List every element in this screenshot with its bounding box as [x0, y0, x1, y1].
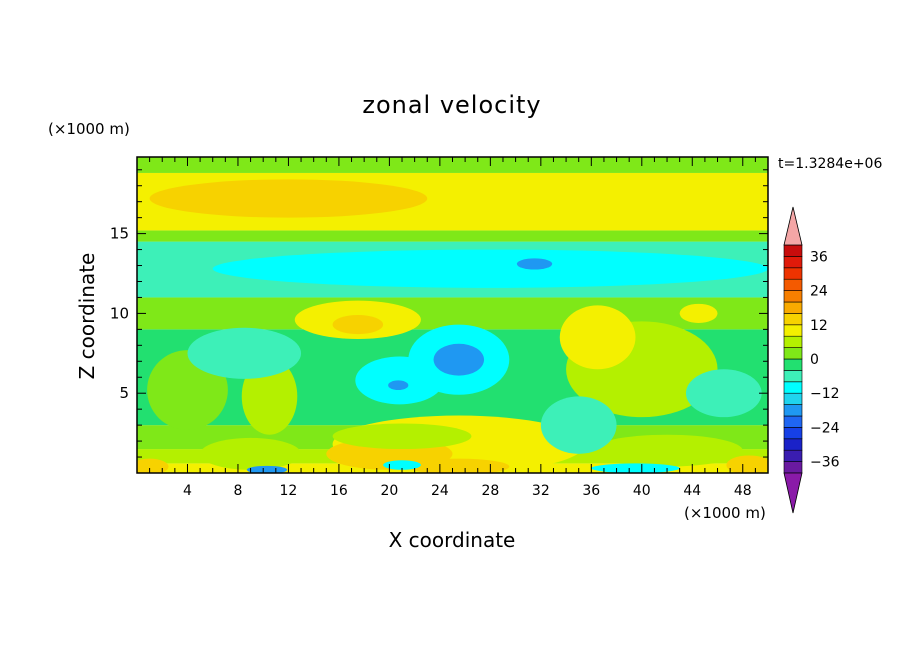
x-tick-label: 48 — [734, 483, 752, 499]
field-blob-4 — [591, 434, 743, 467]
colorbar-swatch — [783, 313, 803, 326]
colorbar-tick-label: −36 — [810, 455, 840, 471]
y-tick-label: 10 — [110, 304, 129, 322]
colorbar-swatch — [783, 244, 803, 257]
y-axis-unit: (×1000 m) — [48, 120, 130, 138]
field-blob-15 — [559, 305, 636, 370]
colorbar-swatch — [783, 347, 803, 360]
field-blob-9 — [516, 258, 553, 270]
colorbar-swatch — [783, 370, 803, 383]
field-blob-22 — [685, 369, 762, 418]
field-blob-17 — [332, 315, 384, 335]
x-axis-ticks: 4 8 12 16 20 24 28 32 36 40 44 48 — [149, 157, 756, 499]
colorbar-swatch — [783, 404, 803, 417]
colorbar-swatch — [783, 427, 803, 440]
x-tick-label: 16 — [330, 483, 348, 499]
colorbar-tick-label: 0 — [810, 352, 819, 368]
field-blob-6 — [383, 460, 421, 470]
field-blob-3 — [200, 437, 302, 470]
colorbar-over-arrow — [783, 206, 803, 246]
field-blob-28 — [679, 303, 718, 323]
colorbar-tick-label: 36 — [810, 249, 828, 265]
field-blob-24 — [149, 179, 428, 218]
colorbar-swatch — [783, 461, 803, 474]
x-tick-label: 12 — [280, 483, 298, 499]
y-axis-ticks: 5 10 15 — [110, 169, 768, 458]
x-axis-label: X coordinate — [389, 528, 516, 552]
field-band-4 — [137, 297, 768, 330]
colorbar-swatch — [783, 301, 803, 314]
colorbar-under-arrow — [783, 472, 803, 514]
time-label: t=1.3284e+06 — [778, 156, 882, 172]
field-blob-11 — [433, 343, 485, 376]
colorbar-swatch — [783, 358, 803, 371]
field-blob-13 — [388, 380, 409, 391]
field-blob-2 — [408, 458, 510, 473]
field-blob-20 — [187, 327, 302, 379]
colorbar-swatch — [783, 290, 803, 303]
field-band-8 — [137, 157, 768, 173]
colorbar-swatch — [783, 449, 803, 462]
field-blob-5 — [246, 465, 288, 473]
colorbar-tick-label: 12 — [810, 318, 828, 334]
colorbar-swatch — [783, 324, 803, 337]
y-axis-label: Z coordinate — [75, 253, 99, 380]
y-tick-label: 5 — [119, 384, 129, 402]
field-blob-25 — [521, 177, 768, 217]
field-blob-21 — [540, 396, 617, 454]
x-tick-label: 4 — [183, 483, 192, 499]
field-blob-7 — [591, 463, 680, 473]
field-blob-12 — [355, 356, 444, 405]
x-tick-label: 20 — [380, 483, 398, 499]
field-blob-8 — [212, 249, 768, 288]
x-tick-label: 44 — [683, 483, 701, 499]
x-tick-label: 28 — [481, 483, 499, 499]
colorbar-swatch — [783, 278, 803, 291]
x-tick-label: 40 — [633, 483, 651, 499]
colorbar-tick-label: −12 — [810, 386, 840, 402]
x-tick-label: 8 — [233, 483, 242, 499]
field-blob-27 — [137, 458, 169, 473]
colorbar-swatch — [783, 335, 803, 348]
y-tick-label: 15 — [110, 225, 129, 243]
colorbar: 36 24 12 0 −12 −24 −36 — [783, 206, 840, 514]
colorbar-swatch — [783, 267, 803, 280]
x-tick-label: 36 — [582, 483, 600, 499]
colorbar-tick-label: −24 — [810, 420, 840, 436]
colorbar-swatch — [783, 415, 803, 428]
chart-title: zonal velocity — [362, 91, 541, 119]
x-axis-unit: (×1000 m) — [684, 504, 766, 522]
x-tick-label: 32 — [532, 483, 550, 499]
colorbar-swatch — [783, 381, 803, 394]
field-blob-26 — [726, 455, 768, 473]
colorbar-swatch — [783, 256, 803, 269]
colorbar-swatch — [783, 438, 803, 451]
colorbar-tick-label: 24 — [810, 284, 828, 300]
colorbar-swatch — [783, 392, 803, 405]
x-tick-label: 24 — [431, 483, 449, 499]
field-blob-23 — [332, 423, 472, 450]
field-band-6 — [137, 230, 768, 242]
plot-area — [136, 156, 769, 474]
